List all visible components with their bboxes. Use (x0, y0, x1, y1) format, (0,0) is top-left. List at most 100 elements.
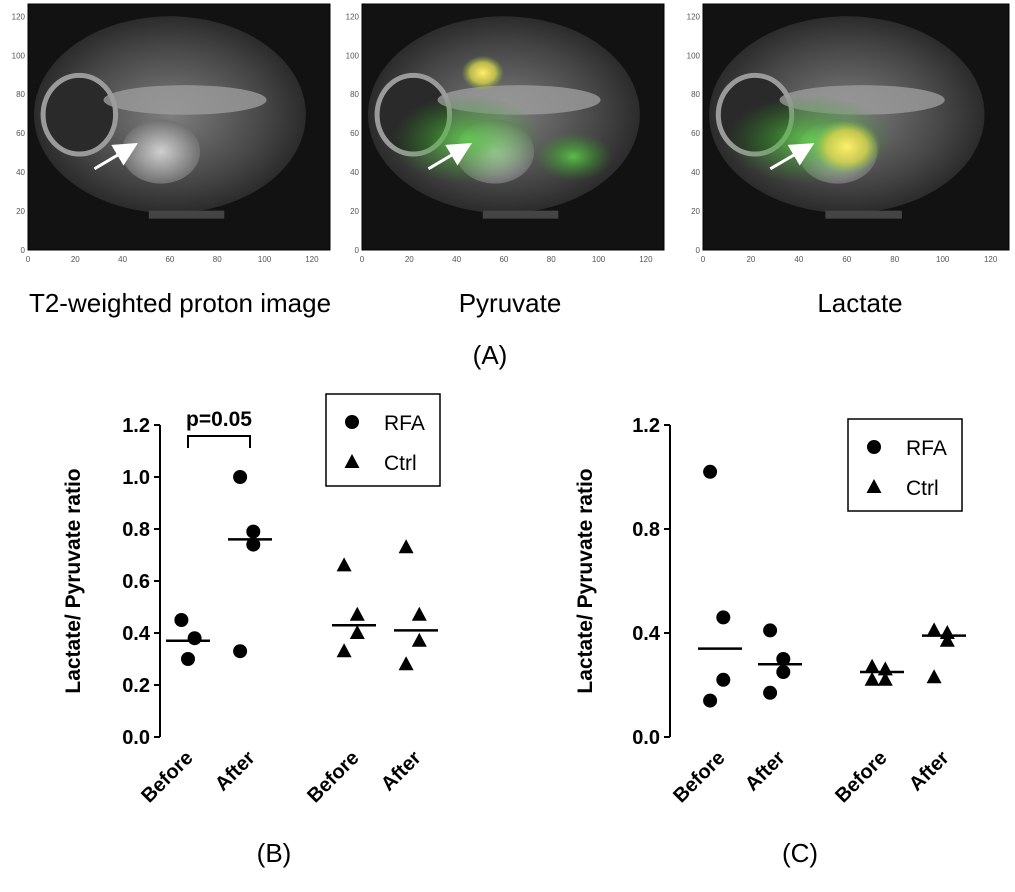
y-tick-label: 1.0 (122, 467, 150, 489)
y-tick-label: 80 (16, 90, 25, 99)
data-point-rfa (174, 613, 189, 627)
data-point-ctrl (349, 606, 365, 621)
data-point-ctrl (411, 632, 427, 647)
y-tick-label: 120 (12, 12, 26, 21)
y-tick-label: 0 (696, 246, 701, 255)
x-tick-label: 120 (639, 255, 653, 264)
x-tick-label: 0 (360, 255, 365, 264)
data-point-rfa (703, 464, 718, 479)
x-category-label: After (377, 747, 426, 796)
y-tick-label: 0.8 (632, 519, 660, 541)
data-point-ctrl (336, 557, 352, 572)
data-point-rfa (776, 652, 791, 666)
panel-a-images: 0 20 40 60 80 100 120 0 20 40 60 80 100 120 0 20 40 60 80 1… (12, 3, 1010, 264)
significance-bracket (187, 435, 251, 448)
legend-marker-triangle (344, 454, 360, 468)
y-tick-label: 0.4 (122, 623, 151, 645)
legend-label: Ctrl (906, 477, 939, 500)
y-tick-label: 80 (350, 90, 359, 99)
legend-marker-circle (867, 440, 881, 454)
y-tick-label: 0.0 (122, 727, 150, 749)
data-point-ctrl (939, 632, 955, 647)
x-tick-label: 40 (118, 255, 127, 264)
pyruvate-signal (534, 131, 613, 182)
caption-t2-text: T2-weighted proton image (28, 288, 332, 318)
y-tick-label: 20 (350, 207, 359, 216)
y-tick-label: 0 (21, 246, 26, 255)
x-tick-label: 60 (842, 255, 851, 264)
x-tick-label: 60 (165, 255, 174, 264)
arrow-icon (769, 143, 815, 171)
x-tick-label: 40 (452, 255, 461, 264)
data-point-rfa (233, 470, 248, 484)
legend-label: RFA (384, 412, 425, 435)
mri-image-1: 0 20 40 60 80 100 120 0 20 40 60 80 100 120 (346, 3, 665, 264)
x-tick-label: 40 (794, 255, 803, 264)
y-tick-label: 0.6 (122, 571, 150, 593)
data-point-ctrl (398, 539, 414, 554)
panel-label: (C) (782, 838, 818, 868)
arrow-icon (93, 143, 138, 171)
x-tick-label: 120 (984, 255, 998, 264)
legend-label: RFA (906, 437, 947, 460)
x-category-label: Before (831, 747, 891, 807)
data-point-rfa (716, 610, 731, 625)
y-tick-label: 40 (691, 168, 700, 177)
panel-label-a: (A) (440, 340, 540, 371)
y-tick-label: 20 (691, 207, 700, 216)
chart-c: 0.0 0.4 0.8 1.2 Lactate/ Pyruvate ratio Befor… (574, 415, 966, 868)
x-tick-label: 120 (305, 255, 319, 264)
x-tick-label: 20 (405, 255, 414, 264)
pyruvate-hotspot (461, 55, 504, 91)
x-tick-label: 20 (71, 255, 80, 264)
x-tick-label: 80 (890, 255, 899, 264)
x-category-label: Before (303, 747, 363, 807)
data-point-ctrl (411, 606, 427, 621)
x-tick-label: 80 (547, 255, 556, 264)
data-point-rfa (181, 652, 195, 666)
y-tick-label: 0.8 (122, 519, 150, 541)
y-tick-label: 60 (691, 129, 700, 138)
y-tick-label: 40 (350, 168, 359, 177)
mri-tumor (121, 119, 201, 184)
mri-organ (40, 72, 119, 157)
lactate-hotspot (813, 119, 881, 174)
y-tick-label: 40 (16, 168, 25, 177)
x-tick-label: 0 (26, 255, 31, 264)
mri-lower-structure (825, 210, 902, 219)
y-tick-label: 1.2 (632, 415, 660, 437)
y-tick-label: 60 (16, 129, 25, 138)
image-caption-t2: T2-weighted proton image (25, 288, 335, 319)
data-point-rfa (246, 537, 261, 552)
y-tick-label: 0 (355, 246, 360, 255)
x-tick-label: 80 (213, 255, 222, 264)
data-point-rfa (246, 524, 261, 539)
x-tick-label: 60 (499, 255, 508, 264)
panel-label-a-text: (A) (472, 340, 508, 370)
y-tick-label: 120 (346, 12, 360, 21)
data-point-ctrl (926, 669, 942, 684)
data-point-rfa (187, 631, 202, 646)
x-tick-label: 100 (258, 255, 272, 264)
y-tick-label: 80 (691, 90, 700, 99)
y-tick-label: 120 (687, 12, 701, 21)
panel-label: (B) (257, 838, 292, 868)
legend-marker-circle (345, 415, 359, 429)
y-tick-label: 100 (346, 51, 360, 60)
y-axis-label: Lactate/ Pyruvate ratio (62, 468, 85, 693)
data-point-rfa (233, 644, 248, 659)
significance-label: p=0.05 (186, 408, 252, 431)
data-point-ctrl (349, 625, 365, 639)
data-point-rfa (763, 685, 778, 700)
x-category-label: After (905, 747, 954, 796)
mri-lower-structure (148, 210, 225, 219)
y-tick-label: 0.0 (632, 727, 660, 749)
data-point-rfa (716, 672, 731, 687)
x-category-label: Before (137, 747, 197, 807)
data-point-ctrl (877, 671, 893, 686)
legend-box (325, 393, 441, 487)
y-tick-label: 0.2 (122, 675, 150, 697)
x-tick-label: 20 (746, 255, 755, 264)
data-point-ctrl (926, 622, 942, 637)
y-tick-label: 20 (16, 207, 25, 216)
